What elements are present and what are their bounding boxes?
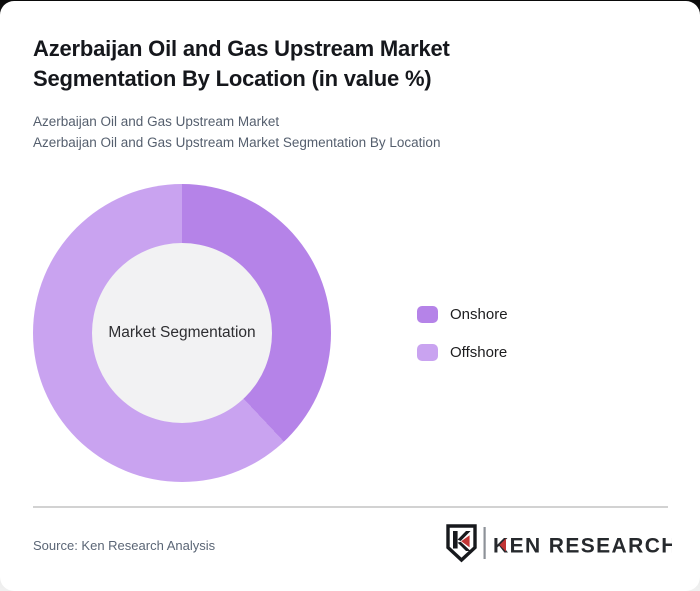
chart-legend: Onshore Offshore (417, 306, 508, 382)
subtitle-line-1: Azerbaijan Oil and Gas Upstream Market (33, 114, 280, 129)
shield-red-triangle-icon (461, 535, 470, 548)
subtitle-line-2: Azerbaijan Oil and Gas Upstream Market S… (33, 135, 441, 150)
logo-separator (483, 527, 486, 559)
legend-swatch-onshore (417, 306, 438, 323)
legend-swatch-offshore (417, 344, 438, 361)
legend-label-offshore: Offshore (450, 344, 508, 361)
ken-research-logo: KEN RESEARCH (446, 524, 672, 563)
page-title: Azerbaijan Oil and Gas Upstream Market S… (33, 36, 450, 91)
chart-subtitles: Azerbaijan Oil and Gas Upstream Market A… (33, 111, 440, 153)
wordmark-red-triangle-icon (499, 538, 506, 552)
legend-item-onshore: Onshore (417, 306, 508, 323)
footer-divider (33, 506, 668, 508)
donut-chart: Market Segmentation (33, 184, 331, 482)
legend-label-onshore: Onshore (450, 306, 508, 323)
brand-wordmark: KEN RESEARCH (493, 535, 672, 558)
source-text: Source: Ken Research Analysis (33, 538, 216, 553)
shield-emblem-icon (446, 524, 477, 563)
legend-item-offshore: Offshore (417, 344, 508, 361)
donut-center-label: Market Segmentation (92, 243, 272, 423)
